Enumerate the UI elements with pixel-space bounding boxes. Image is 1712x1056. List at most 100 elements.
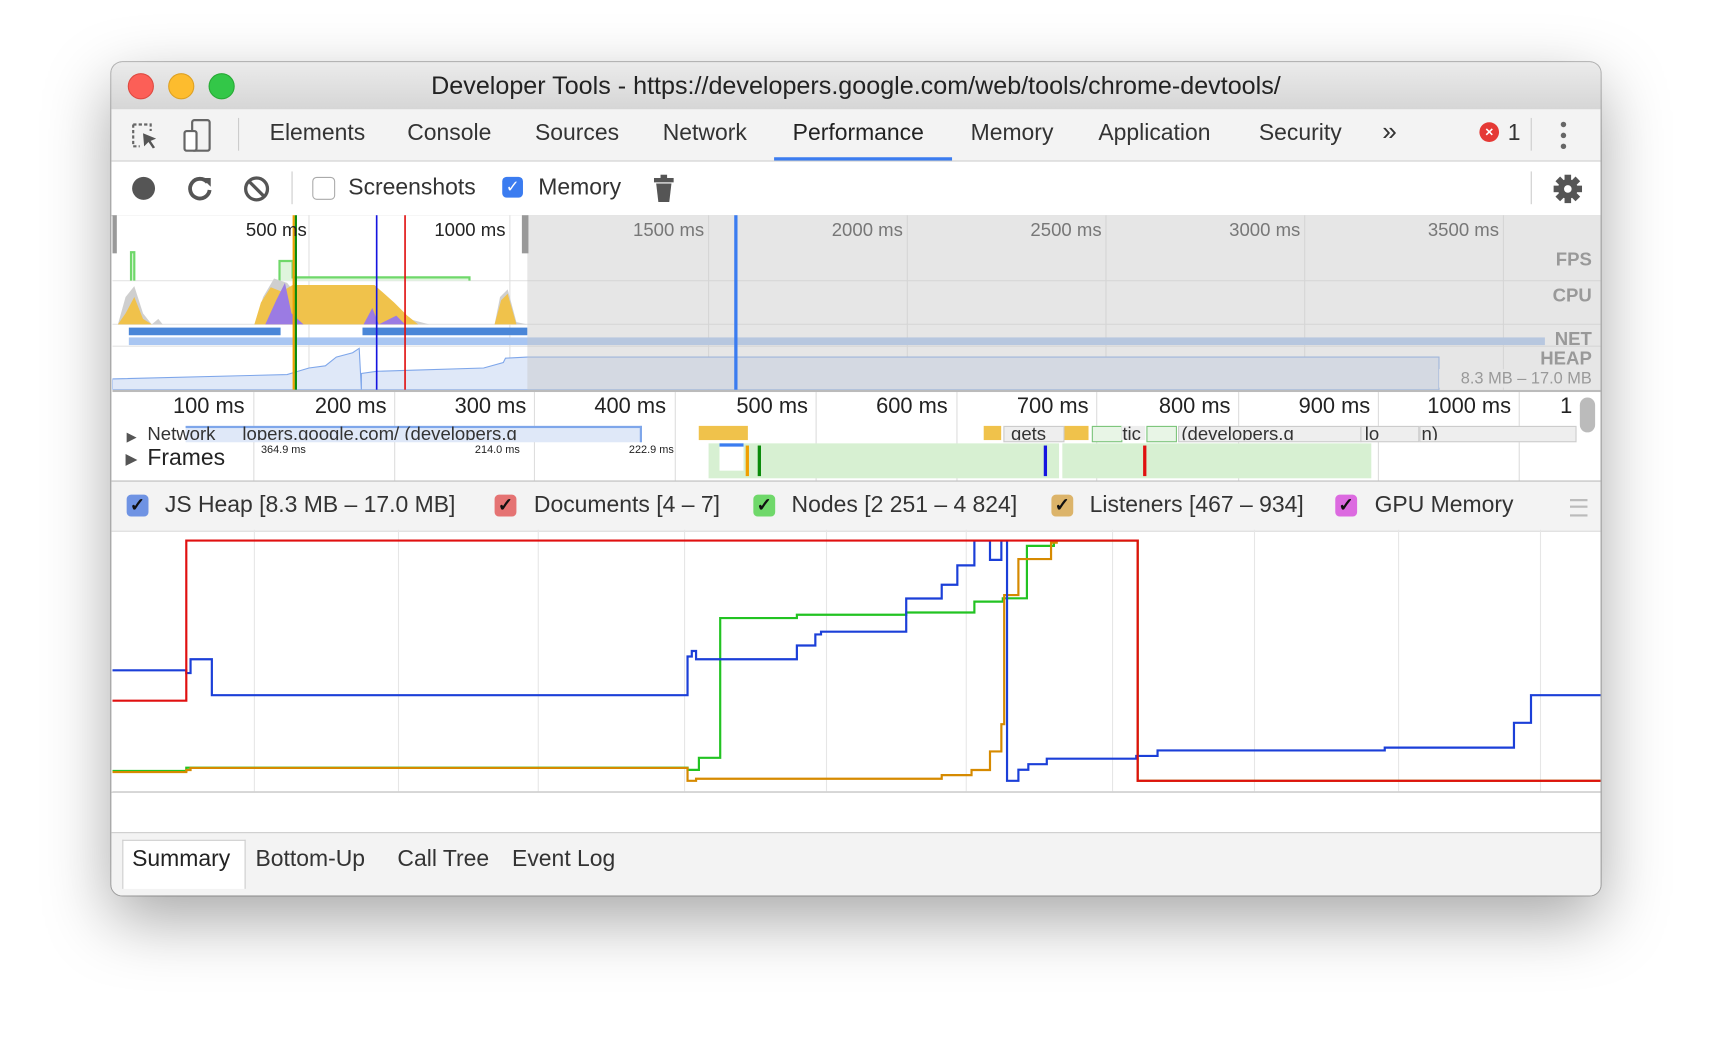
frame-duration[interactable]: 214.0 ms: [474, 444, 520, 457]
panel-tab-bar: Elements Console Sources Network Perform…: [111, 109, 1601, 162]
heap-label: HEAP: [1540, 348, 1592, 370]
frame-block[interactable]: [1062, 443, 1372, 479]
tab-elements[interactable]: Elements: [269, 120, 366, 146]
ruler-tick: 1: [1560, 394, 1573, 419]
device-toolbar-icon[interactable]: [181, 118, 214, 153]
collect-garbage-icon[interactable]: [653, 174, 675, 205]
divider: [1530, 171, 1532, 205]
divider: [1530, 117, 1532, 151]
ruler-tick: 100 ms: [172, 394, 245, 419]
overview-tick: 1000 ms: [434, 219, 506, 241]
resize-handle[interactable]: [1570, 499, 1588, 517]
cpu-label: CPU: [1552, 285, 1592, 306]
more-tabs-button[interactable]: »: [1382, 116, 1397, 147]
timeline-scrollbar[interactable]: [1579, 397, 1596, 433]
performance-toolbar: Screenshots ✓ Memory: [111, 161, 1601, 217]
ruler-tick: 900 ms: [1298, 394, 1371, 419]
overview-tick: 3000 ms: [1229, 219, 1301, 241]
divider: [111, 791, 1601, 793]
error-icon[interactable]: ×: [1479, 122, 1500, 142]
memory-label[interactable]: Memory: [538, 174, 622, 200]
expand-network-icon[interactable]: ▶: [126, 429, 137, 445]
documents-checkbox[interactable]: ✓: [494, 494, 517, 517]
listeners-checkbox[interactable]: ✓: [1051, 494, 1074, 517]
ruler-tick: 500 ms: [736, 394, 808, 419]
clear-icon[interactable]: [242, 175, 270, 203]
listeners-series-line: [112, 539, 1601, 782]
screenshots-label[interactable]: Screenshots: [348, 174, 476, 200]
window-title: Developer Tools - https://developers.goo…: [431, 70, 1281, 100]
active-tab-indicator: [774, 157, 953, 161]
ruler-tick: 300 ms: [454, 394, 527, 419]
overview-right-handle[interactable]: [521, 215, 529, 254]
nodes-checkbox[interactable]: ✓: [753, 494, 776, 517]
more-options-icon[interactable]: [1559, 120, 1568, 151]
memory-counters-chart: [112, 529, 1601, 792]
tab-performance[interactable]: Performance: [792, 120, 924, 146]
tab-console[interactable]: Console: [407, 120, 492, 146]
network-request[interactable]: gets: [1011, 423, 1047, 441]
tab-summary[interactable]: Summary: [132, 846, 231, 872]
marker: [1143, 445, 1147, 477]
documents-series-line: [112, 539, 1601, 782]
minimize-window-button[interactable]: [168, 73, 195, 100]
listeners-label[interactable]: Listeners [467 – 934]: [1089, 492, 1304, 518]
network-request[interactable]: (developers.g: [1181, 423, 1294, 441]
error-count[interactable]: 1: [1507, 120, 1521, 146]
frame-duration[interactable]: 364.9 ms: [260, 444, 306, 457]
close-window-button[interactable]: [127, 73, 154, 100]
heap-track: [112, 347, 1440, 390]
network-request[interactable]: tic: [1122, 423, 1141, 441]
record-button[interactable]: [132, 176, 156, 200]
heap-range-label: 8.3 MB – 17.0 MB: [1438, 369, 1592, 388]
title-bar: Developer Tools - https://developers.goo…: [111, 62, 1601, 111]
expand-frames-icon[interactable]: ▶: [125, 449, 138, 468]
devtools-window: Developer Tools - https://developers.goo…: [111, 62, 1601, 896]
fps-label: FPS: [1555, 248, 1592, 270]
overview-tick: 1500 ms: [633, 219, 705, 241]
overview-tick: 2500 ms: [1030, 219, 1102, 241]
divider: [238, 117, 240, 151]
memory-checkbox[interactable]: ✓: [502, 176, 523, 198]
inspect-element-icon[interactable]: [129, 120, 162, 153]
marker: [757, 445, 761, 477]
maximize-window-button[interactable]: [208, 73, 235, 100]
network-label: Network: [147, 423, 216, 441]
tab-sources[interactable]: Sources: [534, 120, 620, 146]
gpu-memory-label[interactable]: GPU Memory: [1374, 492, 1514, 518]
tab-security[interactable]: Security: [1258, 120, 1342, 146]
ruler-tick: 800 ms: [1158, 394, 1231, 419]
divider: [291, 171, 293, 205]
frame-duration[interactable]: 222.9 ms: [628, 444, 674, 457]
network-request[interactable]: n): [1421, 423, 1439, 441]
reload-record-icon[interactable]: [186, 175, 214, 203]
overview-tick: 3500 ms: [1427, 219, 1500, 241]
network-request[interactable]: lo: [1364, 423, 1380, 441]
tab-network[interactable]: Network: [662, 120, 747, 146]
divider: [112, 389, 1601, 393]
settings-gear-icon[interactable]: [1553, 174, 1584, 205]
frames-label: Frames: [147, 445, 226, 471]
marker: [1043, 445, 1048, 477]
cpu-track: [117, 278, 528, 325]
overview-tick: 500 ms: [245, 219, 307, 241]
js-heap-checkbox[interactable]: ✓: [126, 494, 149, 517]
network-request[interactable]: lopers.google.com/ (developers.g: [242, 423, 517, 441]
screenshot-thumb: [719, 443, 744, 471]
tab-call-tree[interactable]: Call Tree: [397, 846, 490, 872]
tab-event-log[interactable]: Event Log: [512, 846, 616, 872]
nodes-series-line: [112, 539, 1601, 782]
screenshots-checkbox[interactable]: [312, 176, 336, 200]
documents-label[interactable]: Documents [4 – 7]: [533, 492, 720, 518]
js-heap-label[interactable]: JS Heap [8.3 MB – 17.0 MB]: [164, 492, 456, 518]
marker: [745, 445, 749, 477]
nodes-label[interactable]: Nodes [2 251 – 4 824]: [791, 492, 1018, 518]
ruler-tick: 1000 ms: [1427, 394, 1512, 419]
tab-bottom-up[interactable]: Bottom-Up: [255, 846, 366, 872]
overview-left-handle[interactable]: [112, 215, 117, 254]
frame-block[interactable]: [708, 443, 1060, 479]
tab-application[interactable]: Application: [1098, 120, 1211, 146]
net-track: [128, 327, 1545, 346]
gpu-memory-checkbox[interactable]: ✓: [1335, 494, 1358, 517]
tab-memory[interactable]: Memory: [970, 120, 1054, 146]
